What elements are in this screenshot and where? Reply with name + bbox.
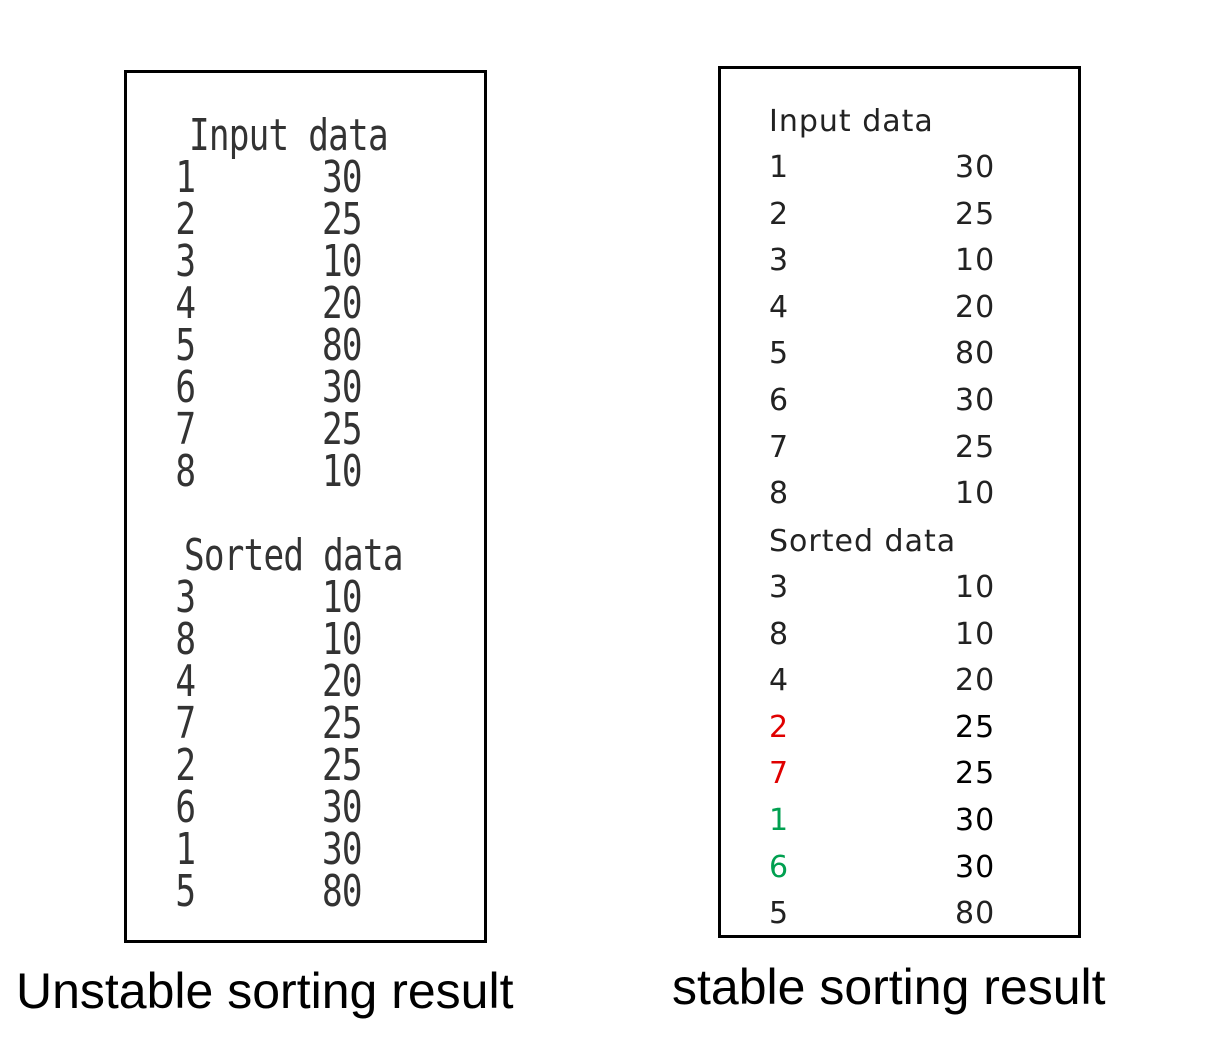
record-value: 30 <box>955 803 996 838</box>
record-id: 4 <box>769 289 790 325</box>
input-data-heading: Input data <box>769 104 934 139</box>
record-id: 5 <box>175 320 196 371</box>
record-id: 2 <box>175 194 196 245</box>
record-value: 80 <box>955 336 996 372</box>
record-value: 25 <box>955 756 996 792</box>
record-value: 80 <box>955 896 996 932</box>
record-value: 25 <box>955 429 996 465</box>
record-value: 10 <box>322 614 363 665</box>
record-value: 80 <box>322 320 363 371</box>
record-value: 20 <box>322 278 363 329</box>
sorted-data-heading: Sorted data <box>184 530 403 581</box>
record-id: 7 <box>769 756 790 792</box>
record-id: 3 <box>175 236 196 287</box>
record-value: 25 <box>322 404 363 455</box>
record-id: 8 <box>175 614 196 665</box>
record-id: 2 <box>769 196 790 232</box>
record-id: 4 <box>175 656 196 707</box>
record-value: 20 <box>955 289 996 325</box>
record-value: 20 <box>955 663 996 699</box>
record-value: 25 <box>955 196 996 232</box>
record-value: 80 <box>322 866 363 917</box>
record-id: 1 <box>769 803 790 838</box>
record-value: 30 <box>322 782 363 833</box>
record-id: 5 <box>769 336 790 372</box>
record-value: 10 <box>955 616 996 652</box>
record-value: 25 <box>322 740 363 791</box>
record-value: 30 <box>955 383 996 418</box>
record-value: 25 <box>322 698 363 749</box>
record-value: 10 <box>955 476 996 512</box>
record-id: 6 <box>769 849 790 885</box>
unstable-result-panel: Input data 1 30 2 25 3 10 4 20 5 80 6 30 7 25 8 10 Sort… <box>124 70 487 943</box>
record-value: 30 <box>322 362 363 413</box>
unstable-caption: Unstable sorting result <box>16 963 514 1019</box>
record-id: 5 <box>769 896 790 932</box>
record-id: 5 <box>175 866 196 917</box>
record-id: 1 <box>175 824 196 875</box>
record-id: 6 <box>175 782 196 833</box>
record-id: 2 <box>769 709 790 745</box>
record-value: 30 <box>955 150 996 185</box>
record-value: 10 <box>322 236 363 287</box>
record-value: 30 <box>322 824 363 875</box>
record-id: 1 <box>175 152 196 203</box>
record-id: 3 <box>769 243 790 279</box>
stable-result-panel: Input data 1 30 2 25 3 10 4 20 5 80 6 30 7 25 8 10 Sort… <box>718 66 1081 938</box>
record-id: 7 <box>175 404 196 455</box>
sorted-data-heading: Sorted data <box>769 524 957 559</box>
record-id: 8 <box>769 476 790 512</box>
record-value: 10 <box>955 570 996 605</box>
record-value: 30 <box>322 152 363 203</box>
record-id: 2 <box>175 740 196 791</box>
input-data-heading: Input data <box>189 110 389 161</box>
record-id: 1 <box>769 150 790 185</box>
record-value: 10 <box>322 572 363 623</box>
record-id: 3 <box>175 572 196 623</box>
record-value: 25 <box>322 194 363 245</box>
record-id: 7 <box>175 698 196 749</box>
record-value: 30 <box>955 849 996 885</box>
record-id: 8 <box>769 616 790 652</box>
record-id: 4 <box>175 278 196 329</box>
record-id: 4 <box>769 663 790 699</box>
record-id: 3 <box>769 570 790 605</box>
record-id: 8 <box>175 446 196 497</box>
record-value: 25 <box>955 709 996 745</box>
record-value: 10 <box>955 243 996 279</box>
record-id: 7 <box>769 429 790 465</box>
stable-caption: stable sorting result <box>672 959 1106 1015</box>
record-id: 6 <box>175 362 196 413</box>
record-value: 10 <box>322 446 363 497</box>
record-id: 6 <box>769 383 790 418</box>
record-value: 20 <box>322 656 363 707</box>
